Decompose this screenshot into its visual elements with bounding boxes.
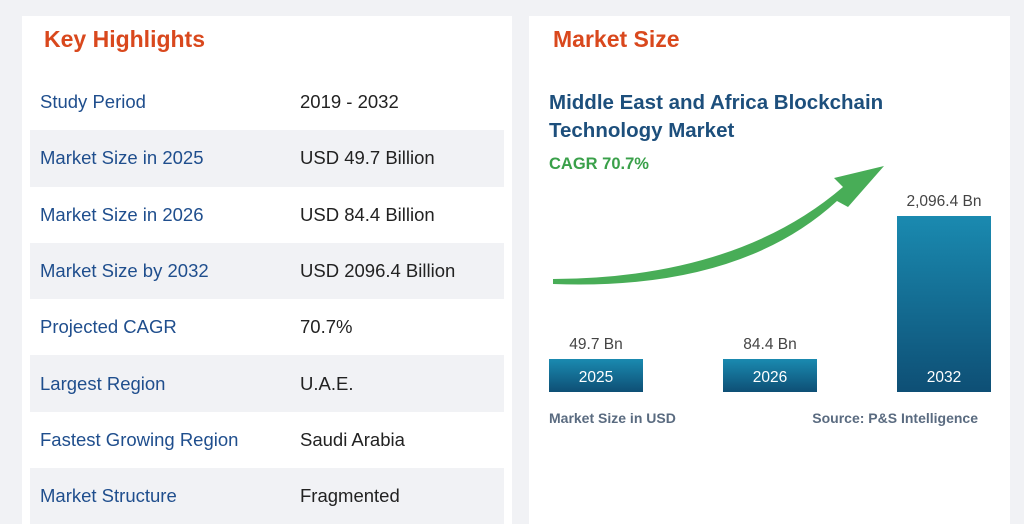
bar-category-label: 2032 <box>927 369 961 386</box>
bar-category-label: 2026 <box>753 369 787 386</box>
bar-2032 <box>897 216 991 392</box>
market-size-title: Market Size <box>553 26 680 52</box>
bars-layer: 2025 49.7 Bn 2026 84.4 Bn 2032 2,096.4 Bn <box>549 193 991 392</box>
key-highlights-title: Key Highlights <box>44 26 206 52</box>
table-row: Market Size in 2025 USD 49.7 Billion <box>30 130 504 187</box>
row-value: U.A.E. <box>300 372 354 394</box>
table-row: Market Size in 2026 USD 84.4 Billion <box>30 187 504 243</box>
row-label: Market Structure <box>40 485 177 507</box>
row-label: Market Size in 2026 <box>40 203 204 225</box>
key-highlights-card: Key Highlights Study Period 2019 - 2032 … <box>22 16 512 524</box>
cagr-label: CAGR 70.7% <box>549 155 649 173</box>
table-row: Projected CAGR 70.7% <box>30 299 504 355</box>
bar-value-label: 2,096.4 Bn <box>907 193 982 210</box>
table-row: Market Size by 2032 USD 2096.4 Billion <box>30 242 504 300</box>
row-value: USD 2096.4 Billion <box>300 260 456 282</box>
table-row: Study Period 2019 - 2032 <box>30 74 504 130</box>
bar-2026 <box>723 359 817 392</box>
row-value: USD 84.4 Billion <box>300 203 435 225</box>
row-label: Market Size in 2025 <box>40 147 204 169</box>
chart-title-line-1: Middle East and Africa Blockchain <box>549 91 883 114</box>
table-row: Fastest Growing Region Saudi Arabia <box>30 412 504 468</box>
row-label: Projected CAGR <box>40 316 177 338</box>
row-label: Study Period <box>40 91 146 113</box>
table-row: Market Structure Fragmented <box>30 468 504 524</box>
row-value: USD 49.7 Billion <box>300 147 435 169</box>
row-label: Market Size by 2032 <box>40 260 209 282</box>
x-axis-label: Market Size in USD <box>549 410 676 426</box>
bar-2025 <box>549 359 643 392</box>
row-value: Saudi Arabia <box>300 428 405 450</box>
row-value: 2019 - 2032 <box>300 91 399 113</box>
table-row: Largest Region U.A.E. <box>30 355 504 412</box>
chart-title-line-2: Technology Market <box>549 119 734 142</box>
row-label: Fastest Growing Region <box>40 428 239 450</box>
source-label: Source: P&S Intelligence <box>812 410 978 426</box>
row-label: Largest Region <box>40 372 166 394</box>
row-value: 70.7% <box>300 316 353 338</box>
market-size-chart: Middle East and Africa Blockchain Techno… <box>549 91 991 426</box>
market-size-card: Market Size Middle East and Africa Block… <box>529 16 1010 524</box>
bar-value-label: 49.7 Bn <box>569 336 622 353</box>
growth-arrow-icon <box>553 166 884 285</box>
highlights-table: Study Period 2019 - 2032 Market Size in … <box>30 74 504 524</box>
bar-category-label: 2025 <box>579 369 613 386</box>
row-value: Fragmented <box>300 485 400 507</box>
bar-value-label: 84.4 Bn <box>743 336 796 353</box>
